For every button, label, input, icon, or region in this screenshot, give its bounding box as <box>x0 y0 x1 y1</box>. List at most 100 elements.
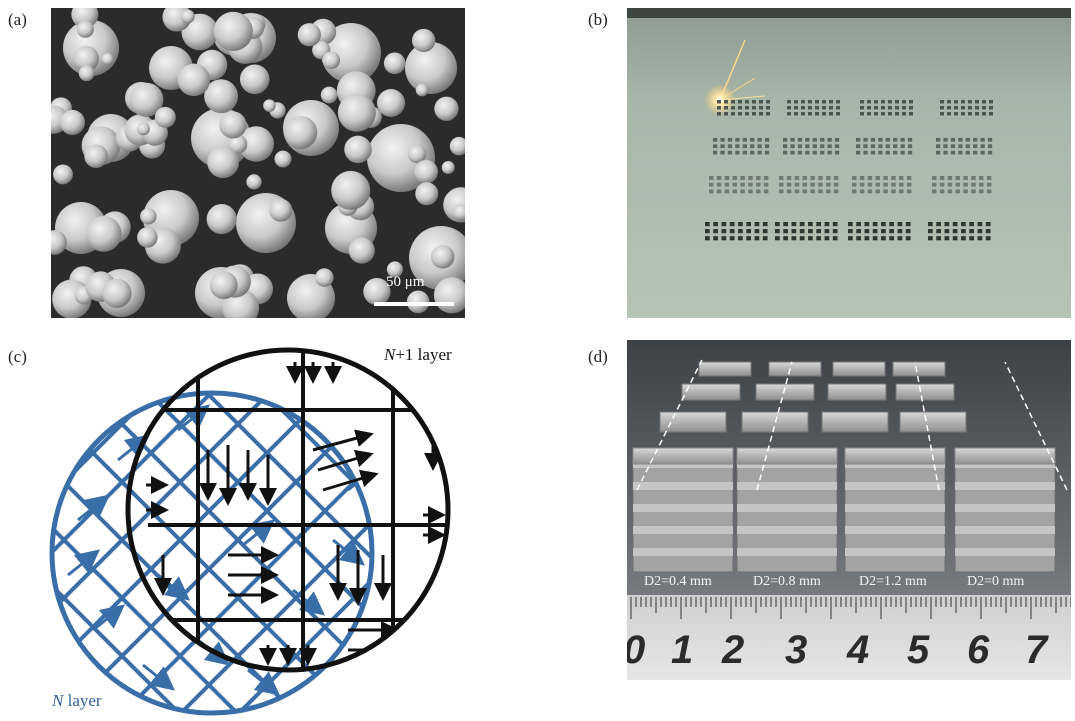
powder-particle <box>321 23 381 83</box>
printed-sample-cell <box>900 150 905 155</box>
powder-particle <box>320 86 338 104</box>
lattice-layer <box>955 504 1055 512</box>
printed-sample-cell <box>893 150 898 155</box>
printed-sample-cell <box>987 144 993 149</box>
blue-scan-arrow <box>67 549 101 577</box>
printed-sample-cell <box>818 182 823 187</box>
blue-scan-arrow <box>332 538 366 566</box>
printed-sample-cell <box>735 144 740 149</box>
printed-sample-cell <box>872 236 878 241</box>
powder-particle <box>53 164 73 185</box>
printed-sample-cell <box>939 189 945 194</box>
printed-sample-cell <box>824 236 830 241</box>
printed-sample-cell <box>805 138 810 142</box>
printed-sample-cell <box>950 138 956 142</box>
blue-scan-arrow <box>77 494 111 522</box>
spacing-label-3: D2=1.2 mm <box>859 574 927 589</box>
printed-sample-cell <box>897 236 903 241</box>
printed-sample-cell <box>801 100 805 104</box>
printed-sample-cell <box>745 112 749 116</box>
printed-sample-cell <box>832 222 838 227</box>
printed-sample-cell <box>762 222 768 227</box>
printed-sample-cell <box>875 182 880 187</box>
powder-particle <box>415 182 439 206</box>
powder-particle <box>129 82 164 117</box>
printed-sample-cell <box>717 112 721 116</box>
printed-sample-cell <box>897 229 903 234</box>
printed-sample-cell <box>832 229 838 234</box>
printed-sample-cell <box>895 106 899 110</box>
printed-sample-cell <box>939 182 945 187</box>
scale-bar <box>374 302 454 306</box>
printed-sample-cell <box>740 176 745 180</box>
printed-sample-cell <box>878 138 883 142</box>
printed-sample-cell <box>810 189 815 194</box>
printed-sample-cell <box>775 236 780 241</box>
lattice-top <box>632 447 734 465</box>
powder-particle <box>59 109 85 135</box>
printed-sample-cell <box>900 138 905 142</box>
powder-particle <box>51 230 67 255</box>
printed-samples <box>627 340 1071 680</box>
printed-sample-cell <box>932 189 937 194</box>
printed-sample-cell <box>705 236 710 241</box>
printed-sample-cell <box>902 100 906 104</box>
printed-sample-cell <box>961 229 966 234</box>
printed-sample-cell <box>864 236 870 241</box>
printed-sample-cell <box>975 106 979 110</box>
lattice-layer <box>633 504 733 512</box>
printed-sample-cell <box>818 176 823 180</box>
printed-sample-cell <box>963 182 968 187</box>
printed-sample-cell <box>928 236 933 241</box>
printed-sample-cell <box>897 222 903 227</box>
printed-sample-cell <box>713 138 718 142</box>
printed-sample-cell <box>958 138 963 142</box>
printed-sample-cell <box>982 106 986 110</box>
printed-sample-cell <box>794 182 800 187</box>
printed-sample-cell <box>829 112 833 116</box>
printed-sample-cell <box>763 176 769 180</box>
printed-sample-cell <box>899 189 904 194</box>
printed-sample-cell <box>881 106 885 110</box>
printed-sample-cell <box>834 144 840 149</box>
lattice-layer <box>737 504 837 512</box>
printed-sample-cell <box>968 100 972 104</box>
printed-sample-cell <box>810 182 815 187</box>
powder-particle <box>441 160 455 174</box>
printed-sample-cell <box>766 100 770 104</box>
powder-particle <box>154 106 176 128</box>
printed-sample-cell <box>705 222 710 227</box>
printed-sample-cell <box>872 222 878 227</box>
panel-label-b: (b) <box>588 10 608 29</box>
lattice-layer <box>955 548 1055 556</box>
printed-sample-cell <box>859 182 865 187</box>
printed-sample-cell <box>906 176 912 180</box>
printed-sample-cell <box>757 138 762 142</box>
printed-sample-cell <box>936 138 941 142</box>
lattice-sample <box>827 383 887 401</box>
ruler-number: 3 <box>785 628 808 672</box>
printed-sample-cell <box>881 229 886 234</box>
printed-sample-cell <box>955 176 960 180</box>
powder-particle <box>213 11 253 52</box>
printed-sample-cell <box>783 150 788 155</box>
printed-sample-cell <box>950 150 956 155</box>
printed-sample-cell <box>859 189 865 194</box>
printed-sample-cell <box>709 176 714 180</box>
printed-sample-cell <box>766 112 770 116</box>
ruler-number: 5 <box>907 628 930 672</box>
printed-sample-cell <box>724 189 730 194</box>
printed-sample-cell <box>721 236 727 241</box>
sem-powder-image: 50 μm <box>51 8 465 318</box>
printed-sample-cell <box>826 176 831 180</box>
printed-sample-cell <box>787 100 791 104</box>
printed-sample-cell <box>936 222 941 227</box>
lattice-layer <box>737 548 837 556</box>
printed-sample-cell <box>936 150 941 155</box>
sample-array <box>705 100 993 241</box>
printed-sample-cell <box>961 112 965 116</box>
printed-sample-cell <box>808 112 812 116</box>
printed-sample-cell <box>952 236 958 241</box>
printed-sample-cell <box>732 189 737 194</box>
powder-particle <box>204 79 239 114</box>
